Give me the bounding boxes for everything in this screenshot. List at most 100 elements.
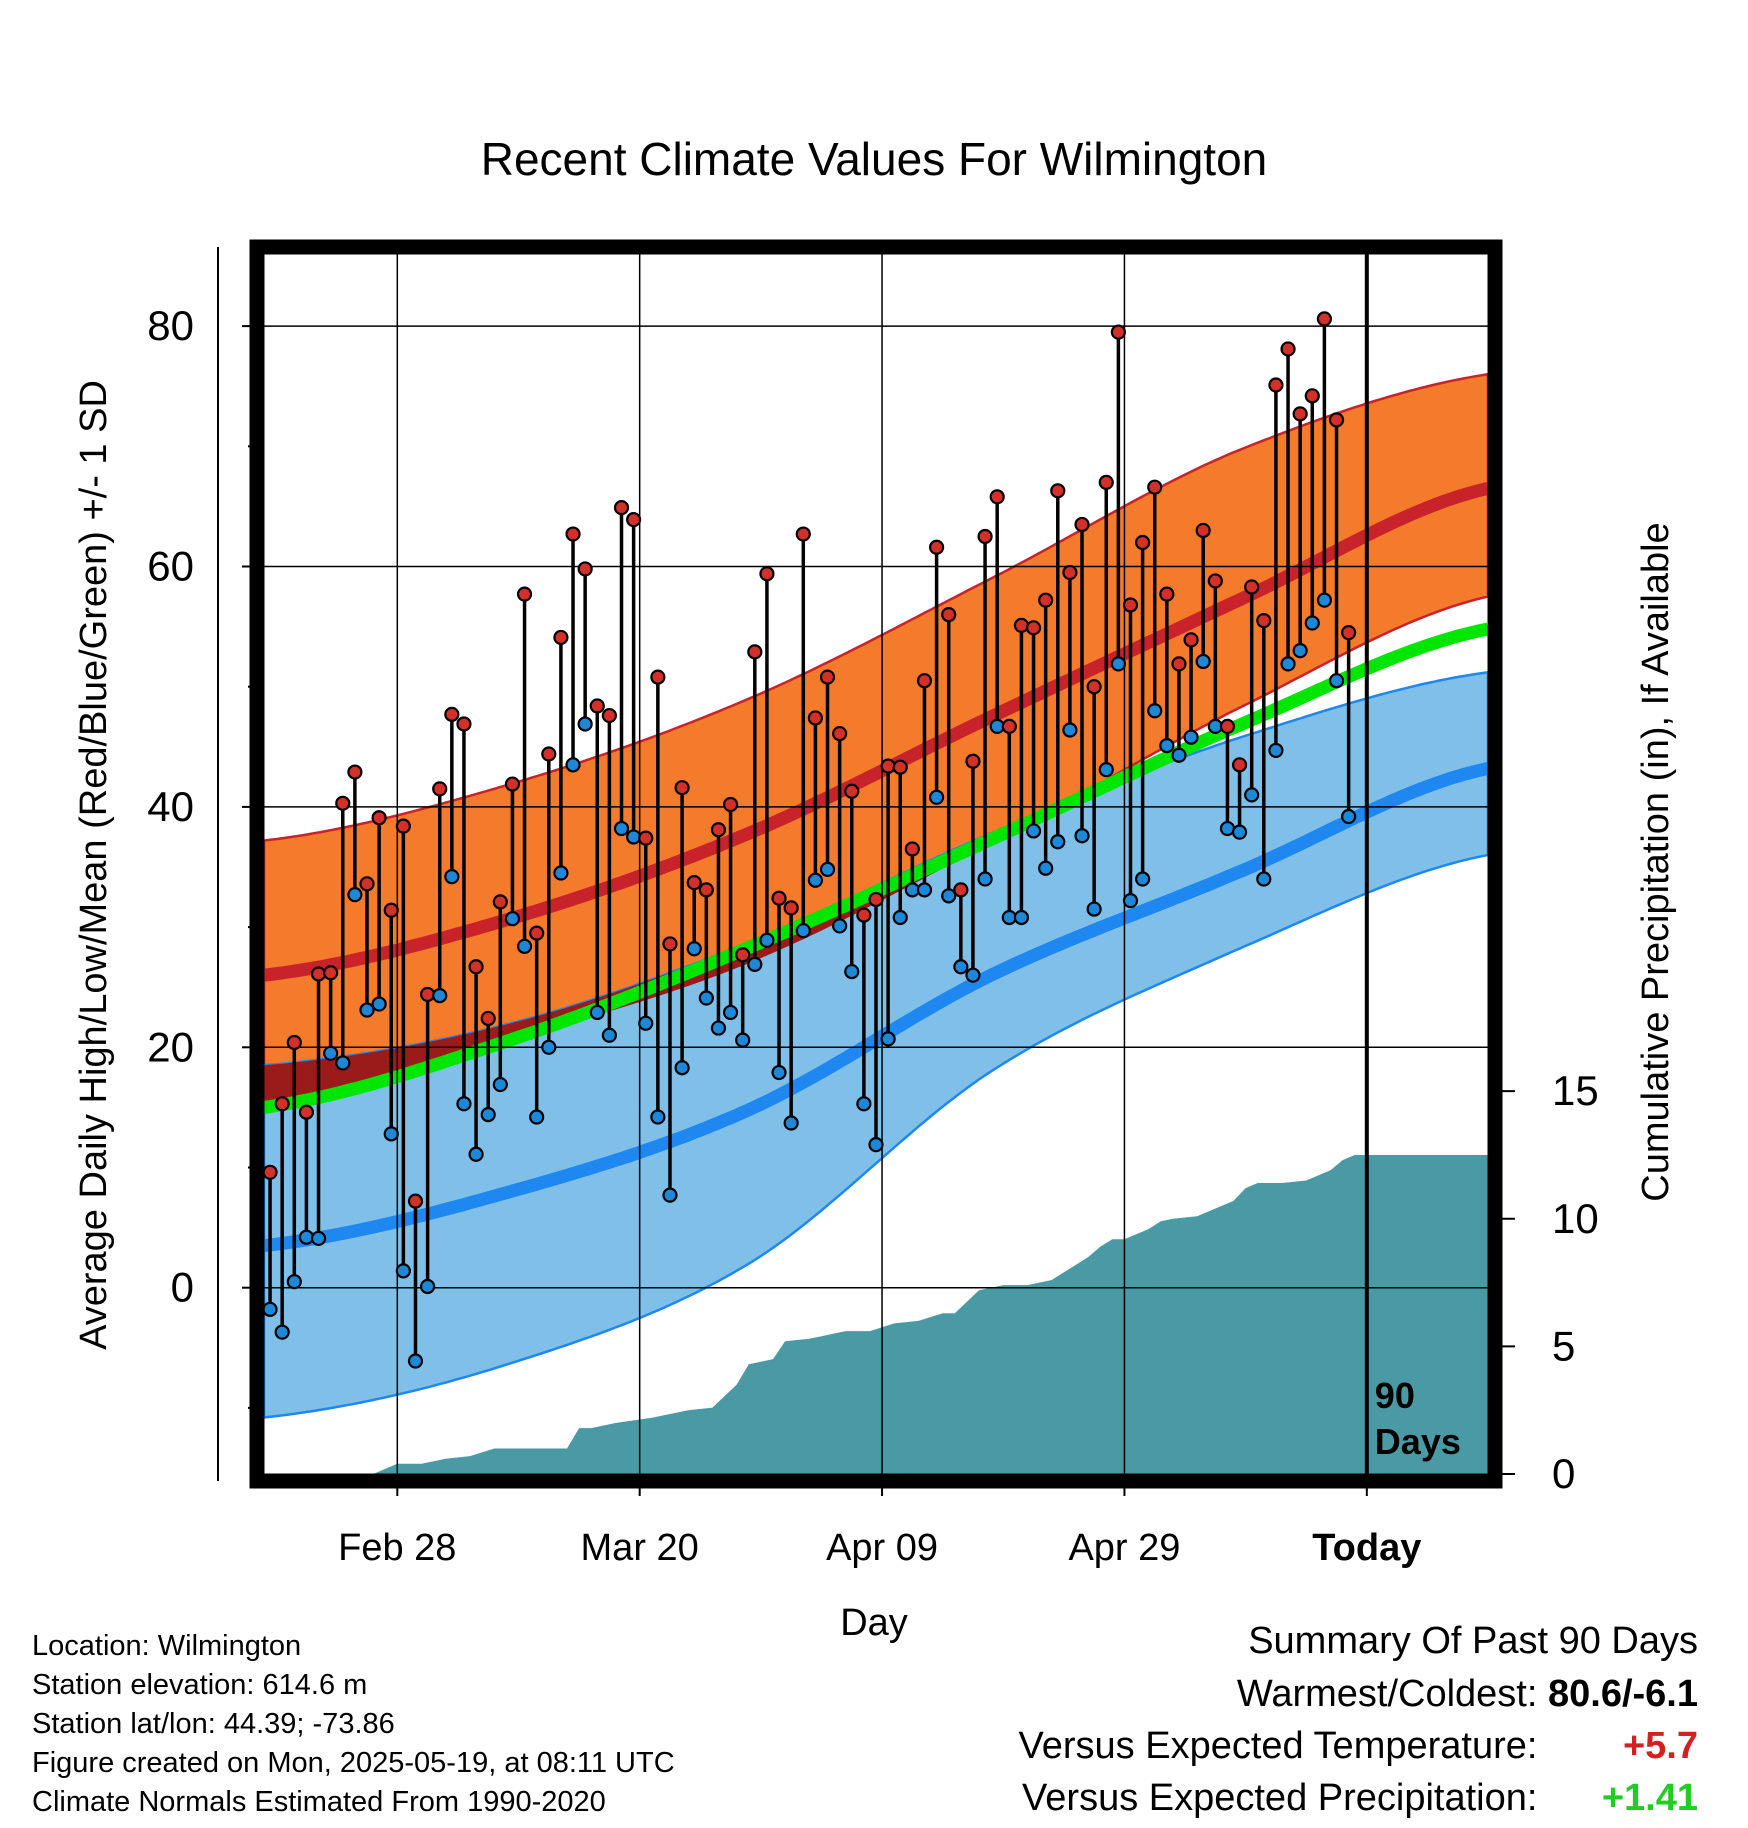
high-point bbox=[529, 925, 545, 941]
high-point bbox=[1183, 632, 1199, 648]
low-point bbox=[1292, 643, 1308, 659]
low-point bbox=[1122, 893, 1139, 909]
y-tick-label: 60 bbox=[147, 543, 194, 590]
summary-heading: Summary Of Past 90 Days bbox=[1248, 1620, 1698, 1662]
low-point bbox=[1025, 823, 1042, 839]
high-point bbox=[1038, 592, 1054, 608]
low-point bbox=[722, 1004, 739, 1021]
low-point bbox=[662, 1187, 678, 1203]
today-window-label: Days bbox=[1375, 1421, 1461, 1462]
high-point bbox=[941, 606, 957, 623]
high-point bbox=[298, 1104, 315, 1120]
high-point bbox=[1207, 573, 1223, 589]
high-normal-line bbox=[264, 482, 1488, 982]
low-point bbox=[674, 1060, 690, 1076]
y2-tick-label: 5 bbox=[1552, 1322, 1575, 1369]
high-point bbox=[819, 669, 836, 685]
high-point bbox=[1268, 377, 1284, 393]
low-point bbox=[1341, 808, 1357, 825]
y-tick-label: 80 bbox=[147, 302, 194, 349]
low-point bbox=[795, 923, 811, 939]
low-point bbox=[264, 1301, 278, 1317]
created-text: Figure created on Mon, 2025-05-19, at 08… bbox=[32, 1747, 675, 1779]
high-point bbox=[1231, 757, 1248, 773]
low-point bbox=[941, 888, 957, 904]
low-point bbox=[1110, 656, 1126, 672]
high-point bbox=[1122, 597, 1139, 613]
high-point bbox=[1316, 311, 1332, 327]
high-point bbox=[553, 629, 569, 646]
daily-data: 90 Days bbox=[264, 254, 1461, 1474]
high-point bbox=[1341, 625, 1357, 641]
low-point bbox=[868, 1137, 884, 1153]
high-point bbox=[626, 512, 642, 528]
high-point bbox=[286, 1034, 302, 1051]
low-point bbox=[577, 716, 593, 732]
low-point bbox=[613, 820, 630, 837]
high-point bbox=[601, 707, 617, 724]
high-point bbox=[1098, 474, 1114, 490]
high-point bbox=[1292, 406, 1308, 422]
high-point bbox=[347, 764, 363, 780]
low-point bbox=[553, 865, 569, 881]
low-point bbox=[1195, 653, 1211, 670]
high-point bbox=[310, 966, 327, 982]
low-point bbox=[323, 1045, 339, 1061]
low-point bbox=[371, 996, 387, 1012]
low-point bbox=[1147, 703, 1163, 719]
high-point bbox=[783, 900, 799, 916]
low-point bbox=[1219, 820, 1236, 837]
low-point bbox=[1316, 592, 1332, 608]
low-point bbox=[1013, 909, 1030, 926]
summary-warmest: Warmest/Coldest: 80.6/-6.1 bbox=[1237, 1673, 1698, 1716]
high-point bbox=[710, 822, 727, 838]
high-point bbox=[1171, 656, 1187, 672]
normals-text: Climate Normals Estimated From 1990-2020 bbox=[32, 1786, 606, 1818]
low-point bbox=[1098, 762, 1114, 778]
low-point bbox=[274, 1324, 290, 1340]
high-point bbox=[335, 795, 351, 811]
low-point bbox=[286, 1274, 302, 1290]
chart-title: Recent Climate Values For Wilmington bbox=[481, 133, 1268, 185]
high-point bbox=[589, 698, 605, 714]
high-point bbox=[795, 526, 811, 542]
y-tick-label: 20 bbox=[147, 1023, 194, 1070]
high-point bbox=[371, 810, 387, 826]
high-point bbox=[577, 561, 593, 577]
high-point bbox=[674, 780, 690, 796]
summary-temperature: Versus Expected Temperature: +5.7 bbox=[1019, 1725, 1698, 1768]
low-point bbox=[953, 959, 969, 975]
low-point bbox=[686, 941, 702, 957]
axes: 0 20 40 60 80 0 5 10 15 Feb 28 Mar 20 Apr 09 Apr 29 T… bbox=[147, 247, 1599, 1569]
high-point bbox=[1110, 324, 1126, 340]
high-point bbox=[480, 1010, 496, 1027]
low-point bbox=[1038, 860, 1054, 876]
high-point bbox=[1013, 617, 1030, 634]
mean-normal-line bbox=[264, 622, 1488, 1114]
high-point bbox=[844, 783, 860, 799]
high-point bbox=[1025, 620, 1042, 636]
x-tick-label: Apr 29 bbox=[1068, 1527, 1180, 1569]
high-point bbox=[504, 776, 521, 792]
low-point bbox=[710, 1020, 727, 1036]
high-point bbox=[698, 882, 714, 898]
high-point bbox=[516, 586, 533, 602]
low-point bbox=[844, 963, 860, 980]
low-point bbox=[347, 887, 363, 903]
high-point bbox=[892, 759, 908, 775]
precip-value: +1.41 bbox=[1601, 1777, 1698, 1819]
high-point bbox=[1328, 412, 1345, 428]
high-point bbox=[1304, 388, 1320, 404]
warmest-label: Warmest/Coldest: bbox=[1236, 1673, 1538, 1715]
low-point bbox=[626, 829, 642, 845]
low-point bbox=[928, 789, 945, 805]
low-point bbox=[650, 1109, 666, 1125]
high-point bbox=[1280, 341, 1296, 357]
precip-area bbox=[264, 1155, 1488, 1474]
x-tick-label: Feb 28 bbox=[338, 1527, 456, 1569]
low-point bbox=[1074, 828, 1090, 844]
high-point bbox=[928, 539, 945, 555]
low-point bbox=[529, 1109, 545, 1125]
high-point bbox=[492, 894, 508, 910]
